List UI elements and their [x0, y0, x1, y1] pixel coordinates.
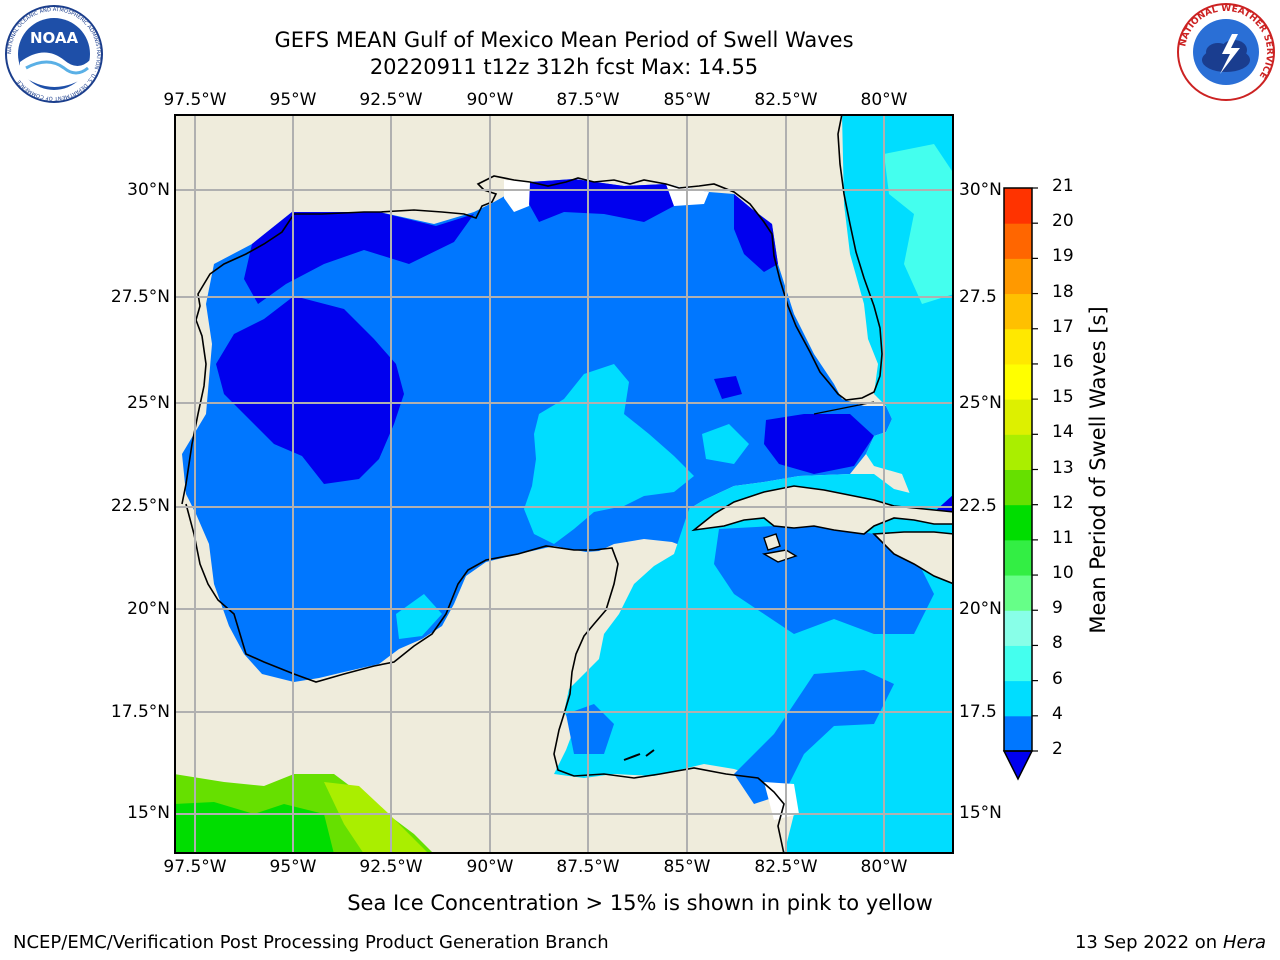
lon-label-top: 80°W — [860, 90, 908, 110]
small-islands — [623, 749, 655, 761]
lon-label-bottom: 80°W — [860, 857, 908, 877]
lat-label-left: 22.5°N — [110, 496, 170, 516]
lon-label-bottom: 85°W — [663, 857, 711, 877]
hispaniola-coast — [872, 531, 954, 585]
colorbar-label: Mean Period of Swell Waves [s] — [1086, 306, 1110, 634]
colorbar-tick-label: 2 — [1052, 739, 1063, 759]
swell-low-patches — [216, 179, 954, 576]
map-subtitle: 20220911 t12z 312h fcst Max: 14.55 — [369, 55, 759, 79]
colorbar-segment — [1004, 399, 1032, 435]
map-frame — [174, 114, 954, 854]
colorbar-segment — [1004, 258, 1032, 295]
footer-credit: NCEP/EMC/Verification Post Processing Pr… — [13, 932, 609, 953]
colorbar-ticks: 2 4 6 8 9 10 11 12 13 14 15 16 17 18 19 20 21 — [1052, 176, 1112, 776]
colorbar-tick-label: 9 — [1052, 598, 1063, 619]
colorbar-tick-label: 11 — [1052, 527, 1074, 548]
lon-label-bottom: 87.5°W — [556, 857, 620, 877]
sea-ice-note: Sea Ice Concentration > 15% is shown in … — [347, 891, 933, 915]
graticule — [174, 114, 954, 854]
colorbar-tick-label: 20 — [1052, 211, 1074, 232]
colorbar-segment — [1004, 223, 1032, 259]
colorbar-extend-arrow — [1002, 750, 1034, 781]
lon-label-top: 95°W — [269, 90, 317, 110]
colorbar-segment — [1004, 680, 1032, 717]
lat-label-right: 17.5 — [959, 702, 997, 722]
colorbar-tick-label: 6 — [1052, 668, 1063, 689]
colorbar-segment — [1004, 645, 1032, 682]
cuba-island[interactable] — [691, 485, 954, 535]
atlantic-light-water — [884, 144, 954, 304]
lon-label-top: 82.5°W — [754, 90, 818, 110]
gulf-cyan-patches — [396, 364, 749, 639]
colorbar-segment — [1004, 715, 1032, 752]
colorbar-segment — [1004, 539, 1032, 576]
colorbar-tick-label: 13 — [1052, 457, 1074, 478]
noaa-logo: NOAA NATIONAL OCEANIC AND ATMOSPHERIC AD… — [4, 4, 104, 104]
lat-label-left: 20°N — [127, 599, 170, 619]
lon-label-top: 97.5°W — [163, 90, 227, 110]
colorbar-tick-label: 21 — [1052, 176, 1074, 196]
lat-label-right: 30°N — [959, 180, 1002, 200]
lat-label-left: 25°N — [127, 393, 170, 413]
lat-label-right: 20°N — [959, 599, 1002, 619]
colorbar-tick-label: 16 — [1052, 351, 1074, 372]
lon-label-top: 85°W — [663, 90, 711, 110]
footer-date: 13 Sep 2022 on Hera — [1075, 932, 1266, 953]
footer-date-text: 13 Sep 2022 on — [1074, 932, 1218, 953]
lat-label-left: 30°N — [127, 180, 170, 200]
lon-label-bottom: 97.5°W — [163, 857, 227, 877]
colorbar-segment — [1004, 469, 1032, 506]
map-svg[interactable] — [174, 114, 954, 854]
colorbar-segment — [1004, 363, 1032, 400]
lon-label-bottom: 82.5°W — [754, 857, 818, 877]
lon-label-bottom: 95°W — [269, 857, 317, 877]
colorbar-tick-label: 17 — [1052, 316, 1074, 337]
colorbar-segment — [1004, 293, 1032, 330]
colorbar-segment — [1004, 575, 1032, 611]
lon-label-bottom: 92.5°W — [359, 857, 423, 877]
colorbar-tick-label: 14 — [1052, 422, 1074, 443]
mexico-yucatan-coastline — [185, 503, 785, 854]
colorbar-tick-label: 18 — [1052, 281, 1074, 302]
map-panel[interactable] — [174, 114, 954, 854]
lon-label-top: 87.5°W — [556, 90, 620, 110]
colorbar-segment — [1004, 504, 1032, 541]
map-title: GEFS MEAN Gulf of Mexico Mean Period of … — [274, 28, 854, 52]
jamaica-island — [761, 549, 798, 563]
colorbar-svg — [1002, 187, 1038, 781]
us-gulf-coastline — [181, 114, 883, 505]
lat-label-right: 25°N — [959, 393, 1002, 413]
noaa-logo-text: NOAA — [30, 29, 79, 47]
colorbar-tick-label: 8 — [1052, 633, 1063, 654]
footer-system: Hera — [1222, 932, 1266, 953]
lat-label-left: 27.5°N — [110, 287, 170, 307]
nws-logo: NATIONAL WEATHER SERVICE — [1176, 2, 1276, 102]
colorbar-tick-label: 10 — [1052, 563, 1074, 584]
colorbar-tick-label: 15 — [1052, 387, 1074, 408]
colorbar-tick-label: 12 — [1052, 492, 1074, 513]
isla-juventud — [763, 533, 781, 551]
lat-label-left: 17.5°N — [110, 702, 170, 722]
lon-label-bottom: 90°W — [466, 857, 514, 877]
caribbean-blue-patches — [566, 524, 934, 804]
colorbar-tick-label: 19 — [1052, 246, 1074, 267]
colorbar-segment — [1004, 188, 1032, 224]
lat-label-left: 15°N — [127, 803, 170, 823]
lon-label-top: 90°W — [466, 90, 514, 110]
colorbar-segment — [1004, 434, 1032, 470]
lat-label-right: 15°N — [959, 803, 1002, 823]
colorbar-segment — [1004, 610, 1032, 646]
colorbar — [1000, 186, 1040, 786]
lat-label-right: 22.5 — [959, 496, 997, 516]
colorbar-segment — [1004, 328, 1032, 365]
lon-label-top: 92.5°W — [359, 90, 423, 110]
lat-label-right: 27.5 — [959, 287, 997, 307]
colorbar-tick-label: 4 — [1052, 703, 1063, 724]
